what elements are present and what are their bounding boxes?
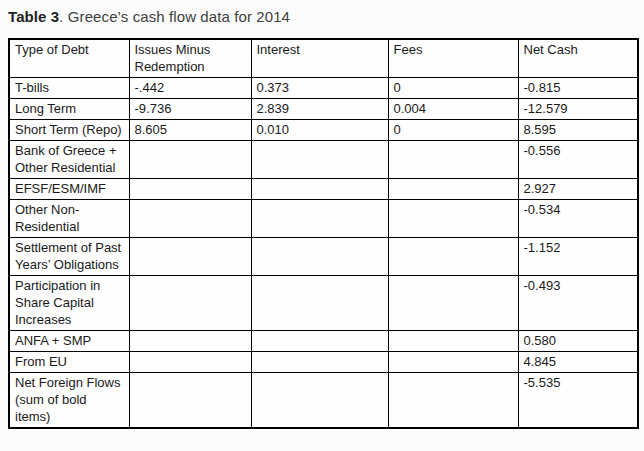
cell-fees (388, 331, 518, 352)
table-row: Bank of Greece + Other Residential -0.556 (9, 141, 638, 179)
table-title-text: . Greece’s cash flow data for 2014 (59, 8, 290, 25)
column-header-interest: Interest (251, 39, 388, 78)
cell-type-of-debt: Short Term (Repo) (9, 120, 129, 141)
cell-fees: 0.004 (388, 99, 518, 120)
table-row: Other Non-Residential -0.534 (9, 200, 638, 238)
cell-issues-minus-redemption (129, 352, 251, 373)
cell-type-of-debt: Bank of Greece + Other Residential (9, 141, 129, 179)
cell-net-cash: -12.579 (518, 99, 638, 120)
table-row: From EU 4.845 (9, 352, 638, 373)
cell-type-of-debt: EFSF/ESM/IMF (9, 179, 129, 200)
table-row: Settlement of Past Years’ Obligations -1.… (9, 238, 638, 276)
cell-issues-minus-redemption: 8.605 (129, 120, 251, 141)
cell-type-of-debt: Net Foreign Flows (sum of bold items) (9, 373, 129, 429)
cell-interest: 0.373 (251, 78, 388, 99)
cell-type-of-debt: Long Term (9, 99, 129, 120)
cell-type-of-debt: ANFA + SMP (9, 331, 129, 352)
cell-interest (251, 331, 388, 352)
cell-net-cash: -0.556 (518, 141, 638, 179)
cell-net-cash: 0.580 (518, 331, 638, 352)
cell-interest: 0.010 (251, 120, 388, 141)
cell-type-of-debt: T-bills (9, 78, 129, 99)
cell-net-cash: -0.534 (518, 200, 638, 238)
cell-interest (251, 200, 388, 238)
cell-fees (388, 238, 518, 276)
table-row: Long Term-9.7362.8390.004-12.579 (9, 99, 638, 120)
cell-net-cash: 8.595 (518, 120, 638, 141)
table-row: Participation in Share Capital Increases… (9, 276, 638, 331)
cell-type-of-debt: Settlement of Past Years’ Obligations (9, 238, 129, 276)
cell-net-cash: 2.927 (518, 179, 638, 200)
cell-type-of-debt: Participation in Share Capital Increases (9, 276, 129, 331)
column-header-type-of-debt: Type of Debt (9, 39, 129, 78)
cell-type-of-debt: From EU (9, 352, 129, 373)
column-header-fees: Fees (388, 39, 518, 78)
column-header-issues-minus-redemption: Issues Minus Redemption (129, 39, 251, 78)
table-row: Net Foreign Flows (sum of bold items) -5.… (9, 373, 638, 429)
table-row: EFSF/ESM/IMF 2.927 (9, 179, 638, 200)
cell-issues-minus-redemption (129, 276, 251, 331)
cell-fees (388, 276, 518, 331)
cell-issues-minus-redemption: -.442 (129, 78, 251, 99)
cell-fees: 0 (388, 78, 518, 99)
cell-fees (388, 352, 518, 373)
cell-interest (251, 238, 388, 276)
cell-issues-minus-redemption (129, 179, 251, 200)
cell-issues-minus-redemption (129, 200, 251, 238)
cash-flow-table: Type of Debt Issues Minus Redemption Int… (8, 38, 639, 429)
cell-net-cash: 4.845 (518, 352, 638, 373)
table-title-number: Table 3 (8, 8, 59, 25)
cell-interest (251, 352, 388, 373)
cell-interest (251, 141, 388, 179)
cell-issues-minus-redemption (129, 141, 251, 179)
cell-issues-minus-redemption: -9.736 (129, 99, 251, 120)
table-row: Short Term (Repo)8.6050.01008.595 (9, 120, 638, 141)
cell-issues-minus-redemption (129, 331, 251, 352)
cell-fees (388, 179, 518, 200)
cell-interest: 2.839 (251, 99, 388, 120)
cell-fees (388, 200, 518, 238)
table-row: ANFA + SMP 0.580 (9, 331, 638, 352)
cell-issues-minus-redemption (129, 373, 251, 429)
cell-fees (388, 141, 518, 179)
cell-interest (251, 276, 388, 331)
cell-fees (388, 373, 518, 429)
cell-interest (251, 179, 388, 200)
cell-fees: 0 (388, 120, 518, 141)
document-page: Table 3. Greece’s cash flow data for 201… (0, 0, 644, 451)
cell-net-cash: -0.493 (518, 276, 638, 331)
column-header-net-cash: Net Cash (518, 39, 638, 78)
cell-interest (251, 373, 388, 429)
table-header-row: Type of Debt Issues Minus Redemption Int… (9, 39, 638, 78)
cell-issues-minus-redemption (129, 238, 251, 276)
cell-net-cash: -0.815 (518, 78, 638, 99)
table-row: T-bills-.4420.3730-0.815 (9, 78, 638, 99)
cell-net-cash: -1.152 (518, 238, 638, 276)
cell-net-cash: -5.535 (518, 373, 638, 429)
cell-type-of-debt: Other Non-Residential (9, 200, 129, 238)
table-title: Table 3. Greece’s cash flow data for 201… (8, 8, 637, 25)
